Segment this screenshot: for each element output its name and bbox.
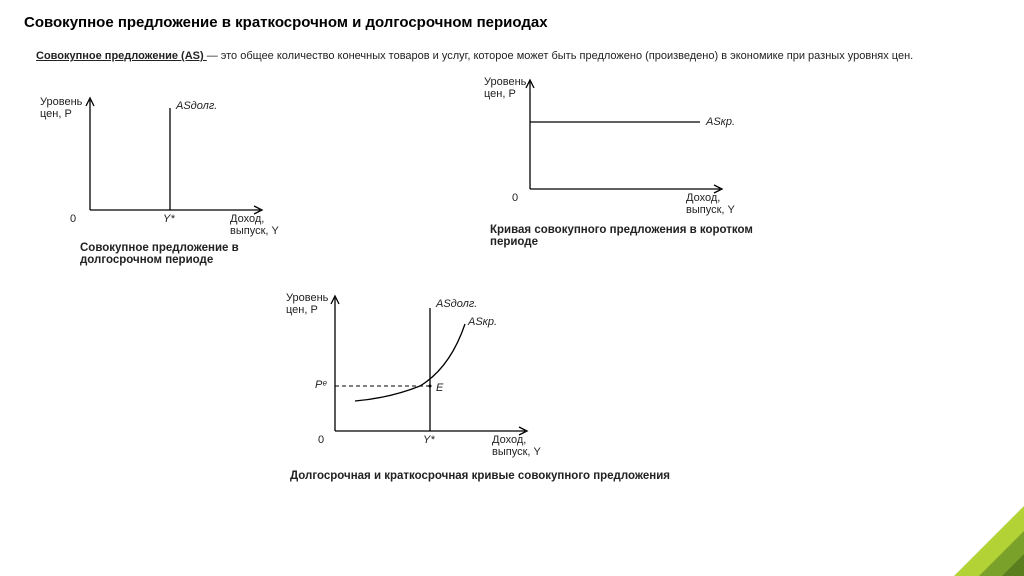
charts-container: Уровеньцен, P ASдолг. 0 Y* Доход,выпуск,… — [0, 64, 1024, 484]
chart1-ystar: Y* — [163, 213, 175, 225]
chart3-e: E — [436, 382, 443, 394]
chart3-long-label: ASдолг. — [436, 298, 477, 310]
definition-term: Совокупное предложение (AS) — [36, 50, 207, 62]
chart3-xlabel: Доход,выпуск, Y — [492, 434, 541, 458]
chart2-ylabel: Уровеньцен, P — [484, 76, 526, 100]
chart2-origin: 0 — [512, 192, 518, 204]
chart-short-run: Уровеньцен, P ASкр. 0 Доход,выпуск, Y Кр… — [490, 74, 790, 254]
chart1-curve-label: ASдолг. — [176, 100, 217, 112]
definition-text: Совокупное предложение (AS) — это общее … — [0, 31, 1024, 64]
chart-long-run: Уровеньцен, P ASдолг. 0 Y* Доход,выпуск,… — [40, 90, 300, 260]
chart3-ylabel: Уровеньцен, P — [286, 292, 328, 316]
chart2-xlabel: Доход,выпуск, Y — [686, 192, 735, 216]
chart3-pe: Pᵉ — [315, 379, 327, 391]
chart-combined: Уровеньцен, P ASдолг. ASкр. Pᵉ E 0 Y* До… — [280, 286, 680, 496]
chart3-short-label: ASкр. — [468, 316, 497, 328]
definition-rest: — это общее количество конечных товаров … — [207, 50, 914, 62]
chart3-ystar: Y* — [423, 434, 435, 446]
page-title: Совокупное предложение в краткосрочном и… — [0, 0, 1024, 31]
chart2-curve-label: ASкр. — [706, 116, 735, 128]
chart3-caption: Долгосрочная и краткосрочная кривые сово… — [270, 470, 690, 483]
chart3-origin: 0 — [318, 434, 324, 446]
chart1-caption: Совокупное предложение вдолгосрочном пер… — [80, 242, 239, 267]
chart2-caption: Кривая совокупного предложения в коротко… — [490, 224, 753, 249]
chart1-origin: 0 — [70, 213, 76, 225]
chart1-ylabel: Уровеньцен, P — [40, 96, 82, 120]
chart1-xlabel: Доход,выпуск, Y — [230, 213, 279, 237]
